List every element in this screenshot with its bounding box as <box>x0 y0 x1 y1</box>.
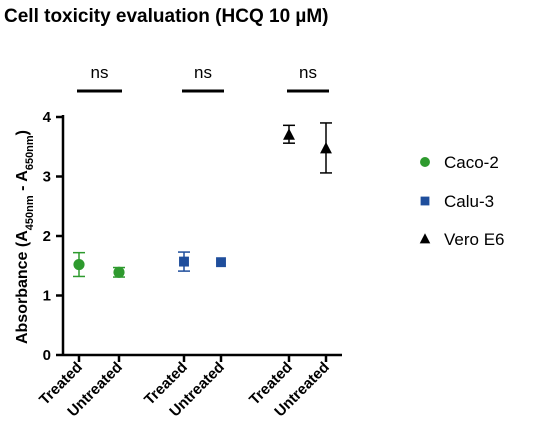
circle-marker <box>420 157 430 167</box>
y-axis-label-mid: - A <box>14 170 31 196</box>
y-tick-label: 4 <box>43 109 52 126</box>
chart-title: Cell toxicity evaluation (HCQ 10 µM) <box>4 6 329 27</box>
axes <box>56 115 342 362</box>
circle-marker <box>113 266 125 278</box>
y-axis-label: Absorbance (A450nm - A650nm) <box>14 130 36 344</box>
y-axis-label-sub2: 650nm <box>24 135 36 170</box>
significance-label: ns <box>91 63 109 82</box>
y-tick-label: 2 <box>43 228 51 245</box>
square-marker <box>179 256 189 267</box>
square-marker <box>216 257 226 268</box>
legend: Caco-2 Calu-3 Vero E6 <box>419 153 505 249</box>
legend-label: Calu-3 <box>444 192 494 211</box>
significance-label: ns <box>194 63 212 82</box>
triangle-marker <box>283 128 295 140</box>
circle-marker <box>73 258 85 271</box>
y-axis-label-main: Absorbance (A <box>14 230 31 344</box>
significance-label: ns <box>299 63 317 82</box>
significance-bars: ns ns ns <box>77 63 329 93</box>
y-tick-label: 0 <box>43 347 51 364</box>
legend-label: Vero E6 <box>444 230 505 249</box>
y-tick-label: 3 <box>43 169 51 186</box>
y-axis-label-end: ) <box>14 130 31 135</box>
legend-label: Caco-2 <box>444 153 499 172</box>
square-marker <box>420 196 430 206</box>
triangle-marker <box>419 233 431 244</box>
y-tick-label: 1 <box>43 288 51 305</box>
triangle-marker <box>320 142 332 154</box>
data-points <box>73 122 332 278</box>
y-axis-label-sub1: 450nm <box>24 195 36 230</box>
y-tick-labels: 0 1 2 3 4 <box>43 109 52 364</box>
